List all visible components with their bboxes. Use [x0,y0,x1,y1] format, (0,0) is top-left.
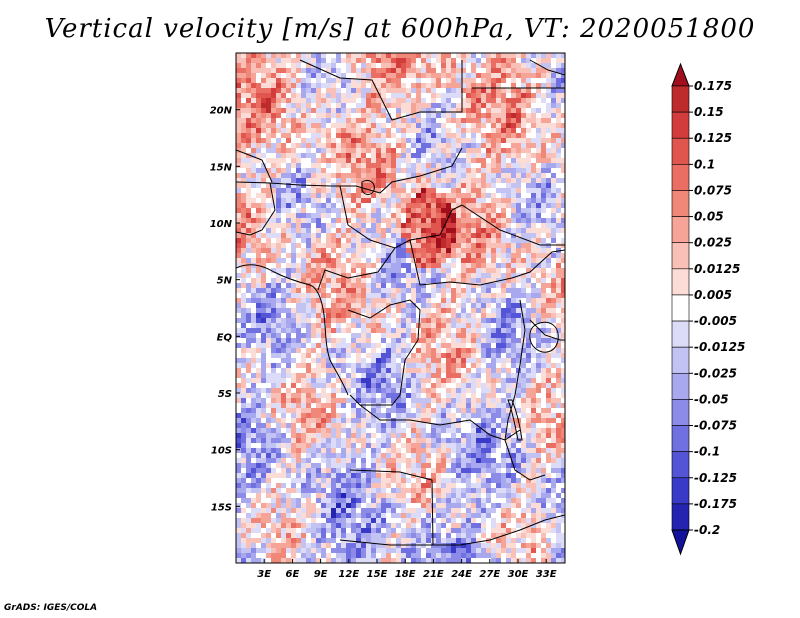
colorbar-label: 0.125 [694,131,732,145]
colorbar-segment [671,320,690,348]
border-angola-zambia [349,469,565,546]
colorbar-segment [671,268,690,296]
country-borders [236,59,565,546]
colorbar-bottom-arrow [671,529,690,556]
border-central-1 [339,185,463,249]
colorbar-segment [671,85,690,113]
border-east-3 [529,59,565,76]
coastline-west-africa [236,264,349,396]
border-congo [347,299,421,406]
velocity-field [236,53,565,563]
lat-label: 10N [210,219,233,230]
lon-label: 12E [338,569,359,580]
colorbar-segment [671,137,690,165]
colorbar-label: -0.025 [694,366,737,380]
lat-label: 15N [210,162,233,173]
colorbar-label: -0.005 [694,314,737,328]
colorbar-label: -0.175 [694,497,737,511]
lon-label: 33E [536,569,557,580]
lon-label: 6E [286,569,300,580]
lat-label: 5N [217,276,233,287]
chart-title: Vertical velocity [m/s] at 600hPa, VT: 2… [44,14,756,44]
colorbar-segment [671,111,690,139]
lon-label: 30E [508,569,529,580]
colorbar-label: 0.15 [694,105,724,119]
border-angola-south [339,539,433,546]
border-east-lakes [504,299,546,481]
lon-label: 9E [314,569,328,580]
border-central-3 [409,239,565,286]
colorbar-label: 0.005 [694,288,732,302]
colorbar-segment [671,372,690,400]
colorbar-segment [671,399,690,426]
plot-frame [235,52,566,564]
colorbar-label: 0.175 [694,79,732,93]
colorbar-segment [671,503,690,531]
border-lake-chad [361,179,375,195]
colorbar: 0.175 0.15 0.125 0.1 0.075 0.05 0.025 0.0125 0.0… [671,62,745,556]
colorbar-label: -0.0125 [694,340,745,354]
border-east-1 [461,204,565,246]
lon-label: 3E [257,569,271,580]
grads-credit: GrADS: IGES/COLA [4,603,98,613]
colorbar-segment [671,216,690,244]
border-drc-south [359,404,521,441]
colorbar-label: 0.025 [694,236,732,250]
colorbar-segment [671,164,690,191]
colorbar-segment [671,242,690,270]
colorbar-segment [671,451,690,479]
colorbar-label: 0.1 [694,157,715,171]
colorbar-label: 0.05 [694,210,724,224]
border-north [299,59,463,121]
border-lake-tanganyika [507,399,523,441]
colorbar-label: -0.05 [694,392,729,406]
colorbar-label: 0.075 [694,183,732,197]
colorbar-label: -0.075 [694,419,737,433]
lat-label: EQ [217,332,233,343]
colorbar-label: -0.1 [694,445,720,459]
colorbar-segment [671,346,690,374]
lon-label: 24E [451,569,472,580]
border-lake-victoria [529,321,559,353]
lat-label: 10S [211,446,232,457]
colorbar-label: -0.125 [694,471,737,485]
colorbar-segment [671,425,690,452]
border-east-2 [529,319,565,341]
lon-label: 18E [395,569,416,580]
colorbar-segment [671,477,690,505]
lat-label: 20N [210,106,233,117]
border-west-1 [236,149,273,183]
colorbar-label: -0.2 [694,523,720,537]
lat-label: 15S [211,502,232,513]
border-sahel [236,147,463,194]
lon-label: 21E [423,569,444,580]
axes: 20N 15N 10N 5N EQ 5S 10S 15S 3E 6E 9E 12E 15E 18E 21E 2… [210,106,557,580]
colorbar-segment [671,190,690,217]
border-central-2 [317,247,396,291]
colorbar-label: 0.0125 [694,262,740,276]
colorbar-segment [671,294,690,322]
colorbar-top-arrow [671,62,690,87]
lon-label: 27E [479,569,500,580]
border-west-2 [236,182,276,236]
lon-label: 15E [367,569,388,580]
lat-label: 5S [218,389,232,400]
